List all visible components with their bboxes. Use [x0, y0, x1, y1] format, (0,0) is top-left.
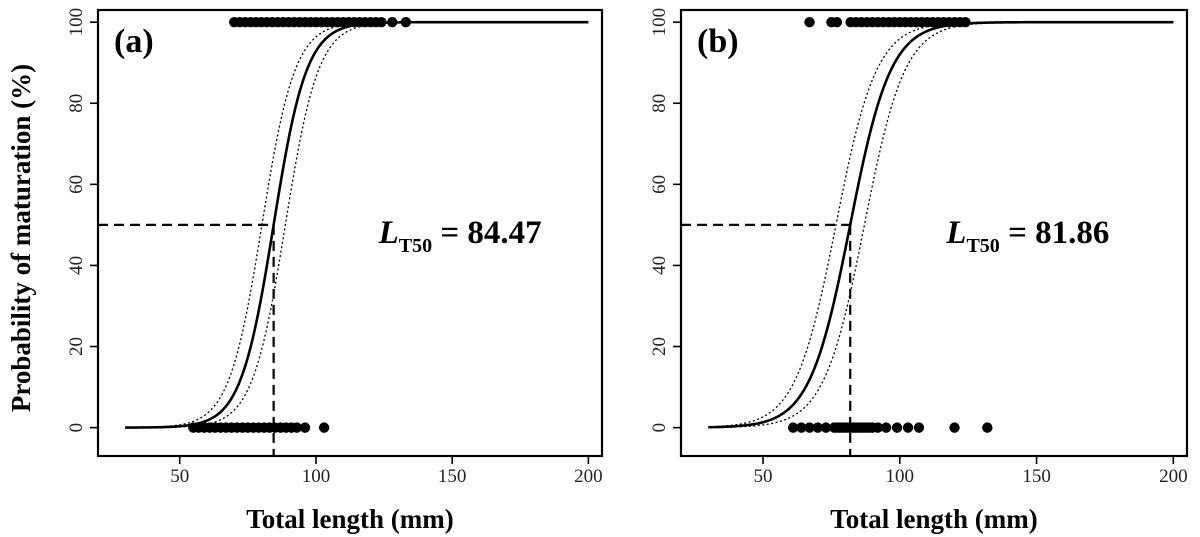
- ci-lower-curve: [708, 21, 1174, 429]
- immature-point: [318, 422, 330, 433]
- y-tick-label: 80: [649, 94, 670, 113]
- panel-b: 50 100 150 200 0 20 40 60 80 100 Total length (mm)…: [649, 8, 1189, 534]
- y-tick-label: 0: [649, 423, 670, 433]
- annotation-subscript: T50: [966, 235, 999, 257]
- immature-point: [804, 422, 815, 433]
- immature-point: [291, 422, 303, 433]
- mature-point: [804, 16, 815, 28]
- x-tick-label: 100: [886, 466, 915, 487]
- annotation-subscript: T50: [399, 235, 432, 257]
- immature-point: [787, 422, 799, 433]
- immature-point: [902, 422, 914, 433]
- panel-label: (a): [114, 23, 154, 60]
- y-tick-label: 20: [649, 337, 670, 356]
- y-tick-label: 20: [66, 337, 87, 356]
- immature-point: [891, 422, 903, 433]
- x-tick-label: 150: [438, 466, 467, 487]
- x-tick-label: 200: [574, 466, 603, 487]
- immature-point: [872, 422, 884, 433]
- immature-point: [913, 422, 925, 433]
- mature-point: [831, 16, 843, 28]
- x-tick-label: 100: [302, 466, 331, 487]
- y-tick-label: 60: [66, 175, 87, 194]
- immature-point: [796, 422, 807, 433]
- x-tick-label: 150: [1022, 466, 1051, 487]
- panel-label: (b): [697, 23, 739, 60]
- l50-annotation: LT50 = 84.47: [378, 215, 542, 257]
- immature-point: [949, 422, 960, 433]
- mature-point: [376, 16, 387, 28]
- y-axis-title: Probability of maturation (%): [6, 64, 36, 412]
- fitted-logistic-curve: [708, 20, 1174, 429]
- mature-point: [387, 16, 398, 28]
- immature-point: [880, 422, 892, 433]
- x-axis-title: Total length (mm): [830, 504, 1038, 534]
- immature-point: [820, 422, 832, 433]
- annotation-symbol: L: [945, 215, 966, 251]
- y-tick-label: 40: [66, 256, 87, 275]
- plot-frame: [96, 8, 604, 458]
- immature-point: [812, 422, 823, 433]
- x-tick-label: 50: [754, 466, 773, 487]
- x-tick-label: 200: [1159, 466, 1188, 487]
- immature-point: [299, 422, 311, 433]
- panel-a: 50 100 150 200 0 20 40 60 80 100 Total length (mm)…: [66, 8, 604, 534]
- y-tick-label: 60: [649, 175, 670, 194]
- y-tick-label: 40: [649, 256, 670, 275]
- mature-point: [400, 16, 412, 28]
- y-tick-label: 80: [66, 94, 87, 113]
- mature-point: [960, 16, 971, 28]
- annotation-value: = 84.47: [432, 215, 542, 251]
- annotation-symbol: L: [378, 215, 399, 251]
- annotation-value: = 81.86: [1000, 215, 1110, 251]
- plot-frame: [679, 8, 1189, 458]
- x-tick-label: 50: [170, 466, 189, 487]
- l50-annotation: LT50 = 81.86: [945, 215, 1109, 257]
- y-tick-label: 0: [66, 423, 87, 433]
- x-axis-title: Total length (mm): [246, 504, 454, 534]
- y-tick-label: 100: [66, 8, 87, 36]
- y-tick-label: 100: [649, 8, 670, 36]
- immature-point: [982, 422, 993, 433]
